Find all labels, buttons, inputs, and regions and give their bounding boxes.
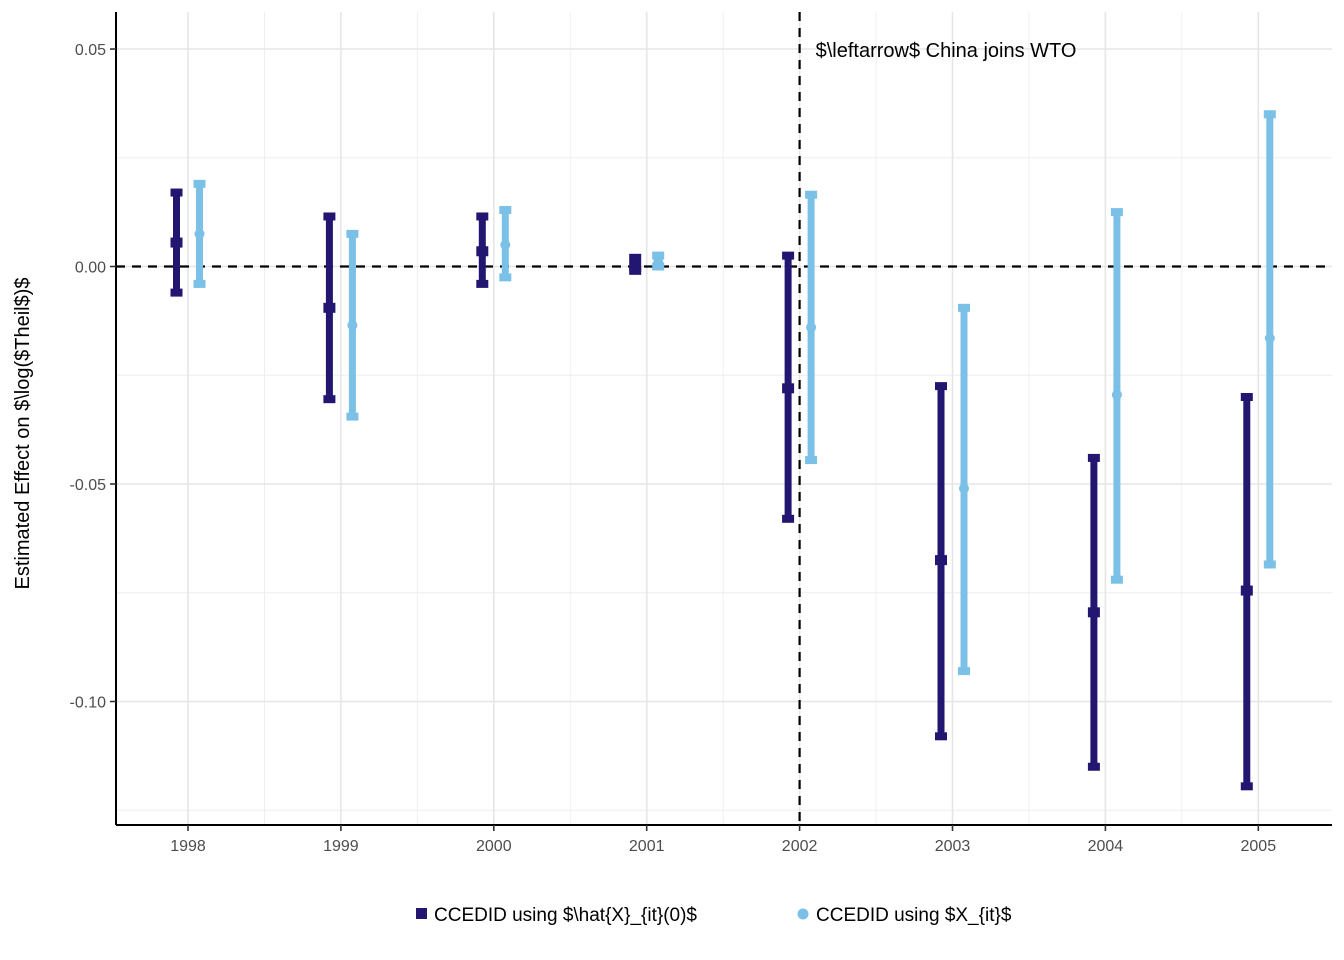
upper-cap bbox=[958, 303, 970, 312]
legend-key bbox=[416, 908, 427, 919]
estimate-point bbox=[476, 246, 489, 257]
x-tick-label: 1999 bbox=[323, 838, 359, 855]
estimate-point bbox=[959, 483, 969, 494]
lower-cap bbox=[782, 514, 795, 523]
series-2 bbox=[193, 110, 1276, 676]
estimate-point bbox=[935, 555, 947, 566]
major-gridlines bbox=[116, 12, 1332, 825]
upper-cap bbox=[499, 205, 512, 214]
x-tick-label: 2000 bbox=[476, 838, 512, 855]
y-tick-labels: 0.05 0.00 -0.05 -0.10 bbox=[70, 42, 116, 712]
lower-cap bbox=[323, 395, 336, 404]
upper-cap bbox=[1110, 208, 1123, 217]
upper-cap bbox=[193, 179, 206, 188]
lower-cap bbox=[1087, 762, 1100, 771]
y-tick-label: -0.10 bbox=[70, 695, 107, 712]
error-bars bbox=[170, 110, 1276, 791]
y-axis-title: Estimated Effect on $\log($Theil$)$ bbox=[12, 277, 34, 589]
estimate-point bbox=[1264, 333, 1275, 344]
upper-cap bbox=[629, 253, 642, 262]
lower-cap bbox=[170, 288, 183, 297]
lower-cap bbox=[1263, 560, 1276, 569]
legend: CCEDID using $\hat{X}_{it}(0)$ CCEDID usi… bbox=[416, 905, 1012, 926]
legend-label: CCEDID using $\hat{X}_{it}(0)$ bbox=[434, 905, 697, 926]
estimate-point bbox=[323, 302, 336, 313]
estimate-point bbox=[1087, 607, 1100, 618]
upper-cap bbox=[323, 212, 336, 221]
y-tick-label: 0.00 bbox=[75, 260, 106, 277]
legend-item-2: CCEDID using $X_{it}$ bbox=[797, 905, 1012, 926]
lower-cap bbox=[1110, 575, 1123, 584]
estimate-point bbox=[347, 320, 358, 331]
legend-item-1: CCEDID using $\hat{X}_{it}(0)$ bbox=[416, 905, 697, 926]
x-tick-label: 2005 bbox=[1241, 838, 1277, 855]
x-tick-label: 2001 bbox=[629, 838, 665, 855]
lower-cap bbox=[346, 412, 359, 421]
estimate-point bbox=[170, 237, 183, 248]
reference-lines bbox=[116, 12, 1332, 825]
lower-cap bbox=[935, 732, 947, 741]
series-1 bbox=[170, 188, 1253, 791]
upper-cap bbox=[1087, 453, 1100, 462]
estimate-point bbox=[194, 228, 205, 239]
lower-cap bbox=[1240, 782, 1253, 791]
upper-cap bbox=[782, 251, 795, 260]
minor-gridlines bbox=[116, 12, 1332, 825]
x-tick-label: 2003 bbox=[935, 838, 971, 855]
upper-cap bbox=[652, 251, 665, 260]
estimate-point bbox=[782, 383, 795, 394]
y-tick-label: -0.05 bbox=[70, 477, 107, 494]
upper-cap bbox=[935, 382, 947, 391]
estimate-point bbox=[500, 239, 511, 250]
axes bbox=[115, 12, 1332, 826]
upper-cap bbox=[170, 188, 183, 197]
estimate-point bbox=[653, 257, 664, 268]
legend-label: CCEDID using $X_{it}$ bbox=[816, 905, 1012, 926]
lower-cap bbox=[499, 273, 512, 282]
x-tick-label: 2004 bbox=[1088, 838, 1124, 855]
estimate-point bbox=[1111, 389, 1122, 400]
lower-cap bbox=[805, 456, 818, 465]
estimate-point bbox=[1240, 585, 1253, 596]
upper-cap bbox=[805, 190, 818, 199]
upper-cap bbox=[1240, 393, 1253, 401]
estimate-point bbox=[629, 261, 642, 272]
x-tick-label: 1998 bbox=[170, 838, 206, 855]
y-tick-label: 0.05 bbox=[75, 42, 106, 59]
lower-cap bbox=[193, 279, 206, 288]
upper-cap bbox=[1263, 110, 1276, 119]
lower-cap bbox=[476, 279, 489, 288]
estimate-point bbox=[806, 322, 817, 333]
x-tick-label: 2002 bbox=[782, 838, 818, 855]
upper-cap bbox=[346, 229, 359, 238]
x-tick-labels: 1998 1999 2000 2001 2002 2003 2004 2005 bbox=[170, 825, 1276, 855]
legend-key bbox=[797, 908, 809, 920]
lower-cap bbox=[958, 667, 970, 676]
wto-annotation: $\leftarrow$ China joins WTO bbox=[816, 40, 1077, 62]
upper-cap bbox=[476, 212, 489, 221]
